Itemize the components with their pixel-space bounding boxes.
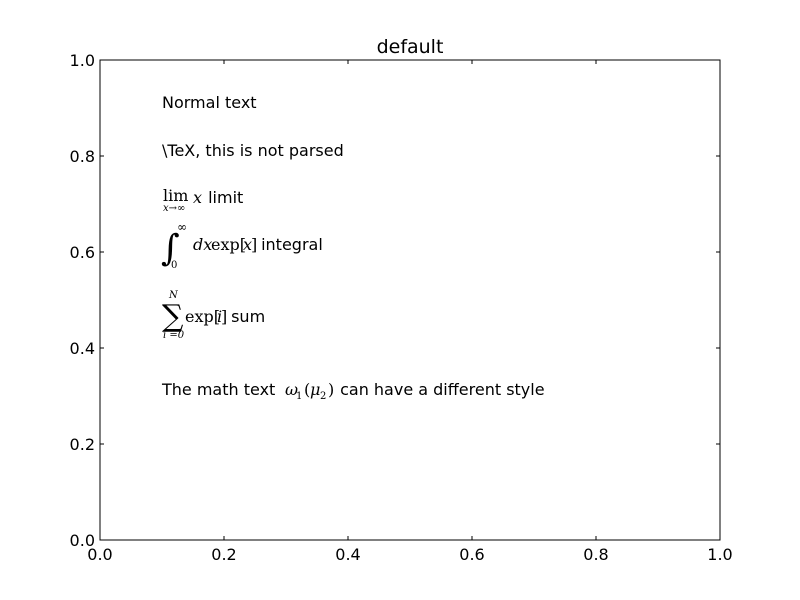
annotation-limit: lim x→∞ x limit: [163, 186, 243, 214]
math-int-var: x: [243, 235, 252, 254]
chart-title: default: [377, 36, 444, 58]
math-mu: μ: [310, 380, 320, 399]
math-int-dx: dx: [193, 235, 212, 254]
y-tick-label: 0.6: [70, 243, 95, 262]
x-tick-label: 0.6: [459, 545, 484, 564]
math-int-lower: 0: [171, 260, 177, 271]
y-tick-label: 1.0: [70, 51, 95, 70]
math-omega-sub: 1: [296, 391, 302, 402]
annotation-math-style-after: can have a different style: [335, 380, 545, 399]
math-int-close: ]: [251, 235, 257, 254]
math-int-symbol: ∫: [161, 228, 180, 269]
plot-area: [99, 59, 721, 541]
math-sum-exp: exp[: [185, 307, 220, 326]
annotation-sum: N ∑ i =0 exp[ i ] sum: [162, 290, 265, 341]
axis-ticks: 0.0 0.2 0.4 0.6 0.8 1.0 0.0 0.2 0.4 0.6 0.8 1.0: [70, 51, 733, 564]
y-tick-label: 0.8: [70, 147, 95, 166]
y-tick-label: 0.2: [70, 435, 95, 454]
annotation-integral-text: integral: [256, 235, 323, 254]
math-paren-close: ): [328, 380, 334, 399]
math-lim: lim: [163, 186, 188, 205]
annotation-limit-text: limit: [203, 188, 243, 207]
math-int-exp: exp[: [211, 235, 246, 254]
annotation-tex-text: \TeX, this is not parsed: [162, 141, 344, 160]
x-tick-label: 0.2: [211, 545, 236, 564]
annotation-math-style-before: The math text: [161, 380, 280, 399]
x-tick-label: 1.0: [707, 545, 732, 564]
math-omega: ω: [285, 380, 298, 399]
annotation-normal-text: Normal text: [162, 93, 257, 112]
math-lim-var: x: [193, 188, 202, 207]
x-tick-label: 0.8: [583, 545, 608, 564]
annotation-math-style: The math text ω 1 ( μ 2 ) can have a dif…: [161, 380, 545, 402]
y-tick-label: 0.4: [70, 339, 95, 358]
math-int-upper: ∞: [177, 220, 187, 234]
x-tick-label: 0.4: [335, 545, 360, 564]
annotation-integral: ∫ ∞ 0 dx exp[ x ] integral: [161, 220, 323, 271]
math-sum-var: i: [217, 307, 222, 326]
math-paren-open: (: [304, 380, 310, 399]
y-tick-label: 0.0: [70, 531, 95, 550]
annotation-sum-text: sum: [226, 307, 265, 326]
math-lim-sub: x→∞: [163, 203, 185, 214]
math-mu-sub: 2: [320, 391, 326, 402]
math-sum-upper: N: [168, 290, 179, 301]
math-sum-lower: i =0: [163, 330, 185, 341]
math-sum-close: ]: [221, 307, 227, 326]
x-tick-label: 0.0: [87, 545, 112, 564]
math-sum-symbol: ∑: [162, 299, 184, 334]
